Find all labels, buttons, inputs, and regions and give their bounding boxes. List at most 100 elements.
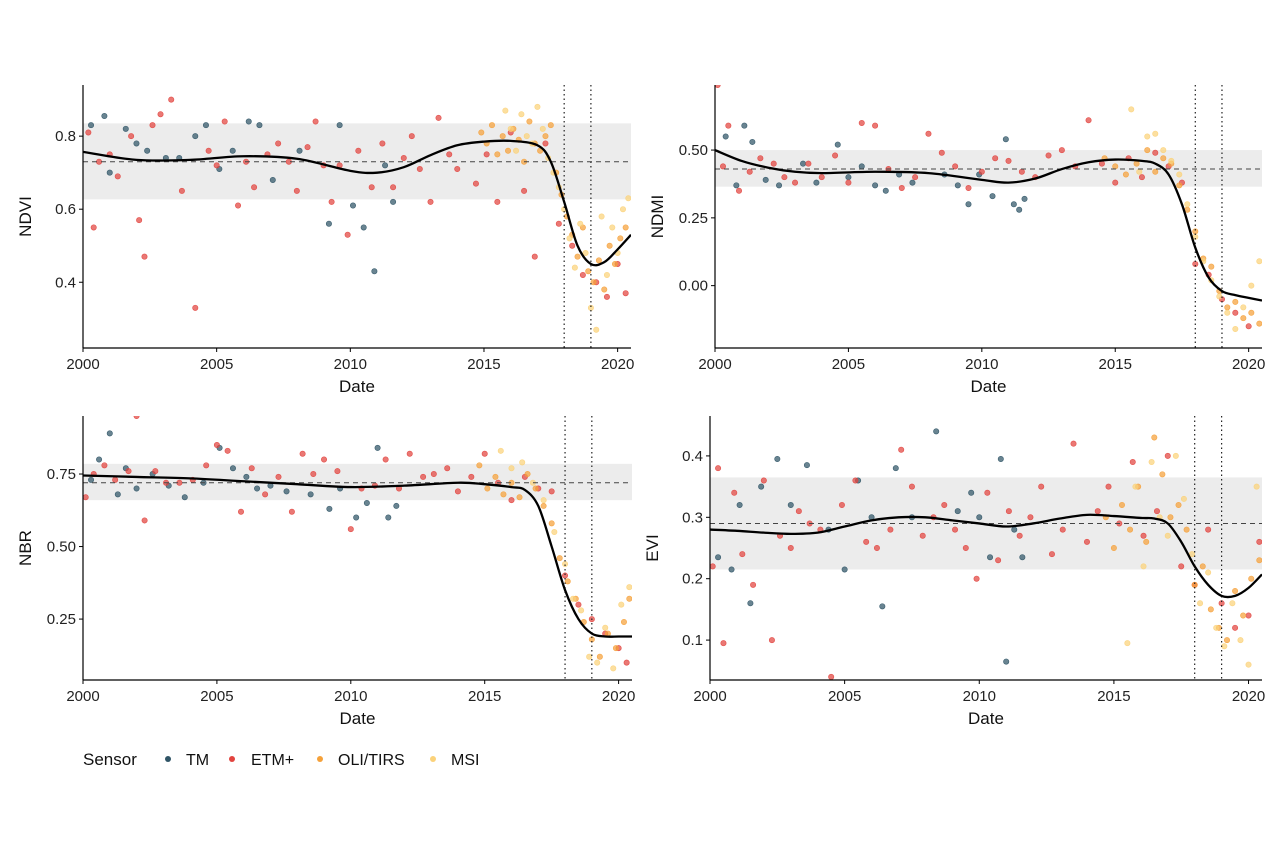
data-point <box>106 430 113 437</box>
panel-evi: 2000 2005 2010 2015 2020 0.1 0.2 0.3 0.4 Date EVI <box>643 416 1265 728</box>
data-point <box>952 163 959 170</box>
data-point <box>1197 600 1204 607</box>
data-point <box>122 125 129 132</box>
data-point <box>468 473 475 480</box>
data-point <box>516 494 523 501</box>
data-point <box>1256 538 1262 545</box>
x-axis-title: Date <box>339 377 375 396</box>
data-point <box>344 231 351 238</box>
data-point <box>609 224 616 231</box>
data-point <box>997 455 1004 462</box>
data-point <box>539 125 546 132</box>
data-point <box>1133 160 1140 167</box>
data-point <box>556 555 563 562</box>
data-point <box>478 129 485 136</box>
data-point <box>526 118 533 125</box>
data-point <box>283 488 290 495</box>
data-point <box>508 465 515 472</box>
data-point <box>586 653 593 660</box>
data-point <box>368 184 375 191</box>
data-point <box>1205 526 1212 533</box>
data-point <box>1180 495 1187 502</box>
plot-area <box>83 416 632 680</box>
legend-label: MSI <box>451 752 479 769</box>
y-axis-title: EVI <box>643 534 662 561</box>
legend-label: ETM+ <box>251 752 294 769</box>
data-point <box>725 122 732 129</box>
data-point <box>1232 309 1239 316</box>
data-point <box>1176 182 1183 189</box>
data-point <box>382 456 389 463</box>
data-point <box>463 75 468 80</box>
legend-label: OLI/TIRS <box>338 752 405 769</box>
data-point <box>1144 147 1151 154</box>
data-point <box>728 566 735 573</box>
data-point <box>347 526 354 533</box>
data-point <box>125 468 132 475</box>
data-point <box>551 529 558 536</box>
x-tick-label: 2005 <box>832 356 865 373</box>
series-msi <box>497 447 632 672</box>
data-point <box>887 526 894 533</box>
data-point <box>908 483 915 490</box>
data-point <box>336 122 343 129</box>
data-point <box>618 601 625 608</box>
data-point <box>603 293 610 300</box>
data-point <box>749 138 756 145</box>
y-axis-title: NDVI <box>16 196 35 237</box>
data-point <box>858 119 865 126</box>
data-point <box>1003 658 1010 665</box>
data-point <box>1221 643 1228 650</box>
data-point <box>1168 157 1175 164</box>
data-point <box>622 224 629 231</box>
data-point <box>845 174 852 181</box>
data-point <box>863 538 870 545</box>
data-point <box>296 147 303 154</box>
y-axis-title: NDMI <box>648 195 667 238</box>
x-tick-label: 2015 <box>1097 688 1130 705</box>
data-point <box>1005 508 1012 515</box>
x-tick-label: 2000 <box>66 356 99 373</box>
data-point <box>307 491 314 498</box>
y-tick-label: 0.6 <box>55 201 76 218</box>
data-point <box>1105 483 1112 490</box>
data-point <box>374 444 381 451</box>
data-point <box>299 450 306 457</box>
data-point <box>326 505 333 512</box>
data-point <box>795 508 802 515</box>
data-point <box>882 187 889 194</box>
x-tick-label: 2010 <box>963 688 996 705</box>
data-point <box>941 502 948 509</box>
data-point <box>406 450 413 457</box>
series-oli-tirs <box>1101 147 1262 327</box>
legend-swatch <box>430 756 436 762</box>
y-tick-label: 0.2 <box>682 571 703 588</box>
data-point <box>619 206 626 213</box>
data-point <box>987 554 994 561</box>
data-point <box>805 160 812 167</box>
data-point <box>1094 508 1101 515</box>
data-point <box>85 129 92 136</box>
data-point <box>523 133 530 140</box>
data-point <box>933 428 940 435</box>
x-tick-label: 2000 <box>698 356 731 373</box>
data-point <box>1232 298 1239 305</box>
data-point <box>1164 452 1171 459</box>
legend-swatch <box>317 756 323 762</box>
data-point <box>483 151 490 158</box>
data-point <box>379 140 386 147</box>
data-point <box>774 455 781 462</box>
data-point <box>722 133 729 140</box>
data-point <box>582 250 589 257</box>
legend-label: TM <box>186 752 209 769</box>
data-point <box>968 489 975 496</box>
data-point <box>492 473 499 480</box>
y-tick-label: 0.50 <box>679 142 708 159</box>
data-point <box>595 257 602 264</box>
data-point <box>141 253 148 260</box>
data-point <box>1245 612 1252 619</box>
data-point <box>564 578 571 585</box>
y-axis-title: NBR <box>16 530 35 566</box>
data-point <box>909 179 916 186</box>
data-point <box>1140 532 1147 539</box>
